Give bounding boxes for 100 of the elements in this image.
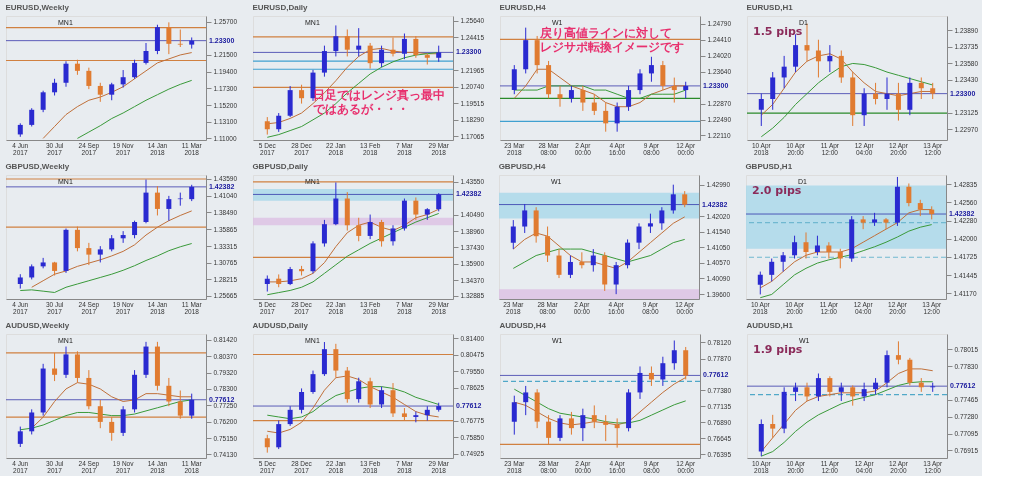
candlestick <box>637 68 643 95</box>
chart-title: AUDUSD,Daily <box>252 321 309 330</box>
candlestick <box>276 420 282 450</box>
candlestick <box>356 217 362 242</box>
candlestick <box>390 37 396 57</box>
candlestick <box>793 382 799 402</box>
candlestick <box>613 261 619 295</box>
line-series <box>42 52 193 139</box>
chart-title: EURUSD,H4 <box>499 3 547 12</box>
candlestick <box>356 27 362 57</box>
candlestick <box>827 375 833 397</box>
candlestick <box>837 248 843 269</box>
chart-title: EURUSD,Weekly <box>5 3 70 12</box>
chart-title: AUDUSD,H1 <box>746 321 794 330</box>
candlestick <box>379 219 385 248</box>
candlestick <box>154 24 160 55</box>
candlestick <box>413 35 419 59</box>
candlestick <box>815 39 821 78</box>
candlestick <box>86 67 92 90</box>
candlestick <box>603 102 609 133</box>
candlestick <box>671 77 677 104</box>
candlestick <box>511 395 517 436</box>
candlestick <box>590 248 596 273</box>
candlestick <box>510 219 516 250</box>
candlestick <box>74 350 80 384</box>
candlestick <box>591 404 597 429</box>
candlestick <box>523 385 529 416</box>
candlestick <box>287 405 293 427</box>
candlestick <box>850 384 856 407</box>
candlestick <box>276 112 282 133</box>
chart-title: AUDUSD,Weekly <box>5 321 70 330</box>
candlestick <box>132 59 138 80</box>
candlestick <box>814 235 820 256</box>
candlestick <box>287 266 293 286</box>
candlestick <box>614 417 620 449</box>
candlestick <box>321 219 327 248</box>
candlestick <box>143 42 149 65</box>
candlestick <box>614 102 620 133</box>
candlestick <box>299 387 305 414</box>
candlestick <box>166 21 172 55</box>
candlestick <box>827 44 833 73</box>
candlestick <box>826 241 832 260</box>
candlestick <box>333 24 339 57</box>
candlestick <box>154 185 160 216</box>
candlestick <box>120 230 126 244</box>
candlestick <box>177 29 183 48</box>
candlestick <box>860 215 866 230</box>
candlestick <box>40 257 46 269</box>
candlestick <box>52 352 58 382</box>
annotation: 1.9 pips <box>753 342 803 356</box>
candlestick <box>758 93 764 127</box>
candlestick <box>603 414 609 442</box>
candlestick <box>63 60 69 88</box>
candlestick <box>895 82 901 122</box>
candlestick <box>557 85 563 108</box>
candlestick <box>97 82 103 103</box>
annotation: 戻り高値ラインに対してレジサポ転換イメージです <box>539 26 684 55</box>
candlestick <box>177 192 183 207</box>
candlestick <box>511 64 517 95</box>
candlestick <box>120 69 126 89</box>
candlestick <box>97 399 103 429</box>
candlestick <box>344 28 350 57</box>
chart-title: GBPUSD,H4 <box>498 162 546 171</box>
candlestick <box>792 235 798 260</box>
candlestick <box>625 238 631 269</box>
chart-title: GBPUSD,Weekly <box>5 162 70 171</box>
candlestick <box>189 393 195 420</box>
chart-title: EURUSD,H1 <box>746 3 794 12</box>
candlestick <box>636 222 642 250</box>
candlestick <box>390 224 396 247</box>
candlestick <box>557 414 563 442</box>
candlestick <box>579 251 585 269</box>
candlestick <box>770 71 776 111</box>
line-series <box>759 224 933 299</box>
candlestick <box>166 377 172 407</box>
candlestick <box>637 365 643 400</box>
candlestick <box>895 340 901 365</box>
candlestick <box>17 426 23 448</box>
candlestick <box>321 45 327 78</box>
chart-title: AUDUSD,H4 <box>499 321 547 330</box>
candlestick <box>63 346 69 379</box>
chart-title: EURUSD,Daily <box>252 3 309 12</box>
candlestick <box>815 373 821 402</box>
candlestick <box>781 55 787 89</box>
candlestick <box>379 45 385 68</box>
candlestick <box>648 365 654 387</box>
candlestick <box>86 242 92 266</box>
candlestick <box>568 411 574 436</box>
candlestick <box>413 411 419 423</box>
line-series <box>512 238 686 269</box>
candlestick <box>556 248 562 279</box>
candlestick <box>29 408 35 435</box>
annotation: 1.5 pips <box>753 24 803 38</box>
candlestick <box>591 93 597 116</box>
candlestick <box>166 195 172 222</box>
candlestick <box>918 76 924 100</box>
candlestick <box>310 370 316 395</box>
candlestick <box>906 182 912 207</box>
candlestick <box>883 217 889 230</box>
candlestick <box>367 42 373 70</box>
